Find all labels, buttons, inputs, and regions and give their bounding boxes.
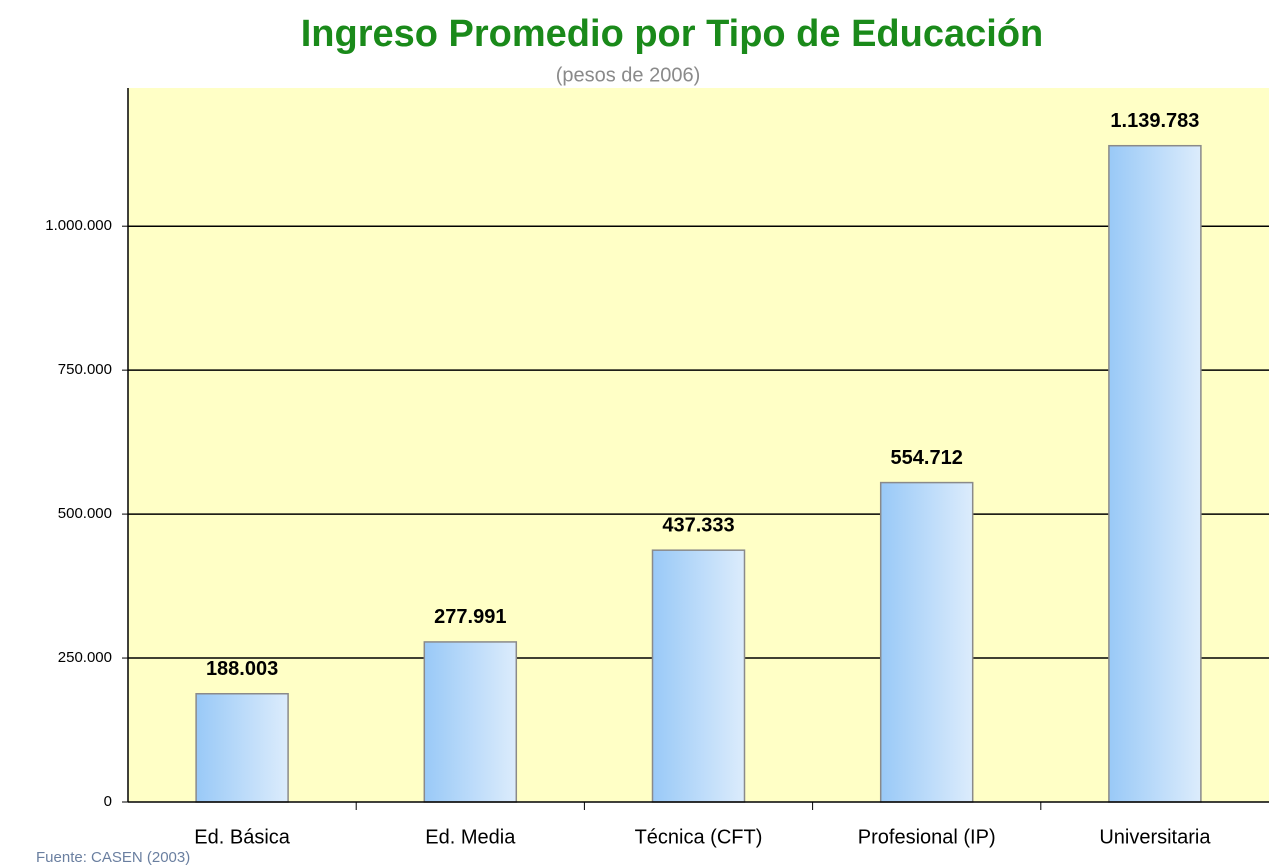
x-tick-label: Técnica (CFT) <box>635 826 763 848</box>
x-tick-label: Ed. Media <box>425 826 516 848</box>
value-label: 188.003 <box>206 658 278 680</box>
chart-title: Ingreso Promedio por Tipo de Educación <box>301 13 1044 55</box>
x-tick-label: Ed. Básica <box>194 826 290 848</box>
y-tick-label: 0 <box>104 793 112 810</box>
value-label: 554.712 <box>891 447 963 469</box>
y-tick-label: 1.000.000 <box>45 217 112 234</box>
y-tick-label: 750.000 <box>58 361 112 378</box>
x-tick-label: Universitaria <box>1099 826 1211 848</box>
bar <box>195 692 289 803</box>
x-tick-label: Profesional (IP) <box>858 826 996 848</box>
bar <box>423 641 518 803</box>
source-note: Fuente: CASEN (2003) <box>36 849 190 866</box>
value-label: 277.991 <box>434 606 506 628</box>
chart-subtitle: (pesos de 2006) <box>556 64 701 86</box>
bar <box>879 481 974 803</box>
value-label: 437.333 <box>662 514 734 536</box>
bar <box>651 549 746 803</box>
value-label: 1.139.783 <box>1110 110 1199 132</box>
y-tick-label: 500.000 <box>58 505 112 522</box>
bar <box>1108 144 1202 803</box>
y-tick-label: 250.000 <box>58 649 112 666</box>
